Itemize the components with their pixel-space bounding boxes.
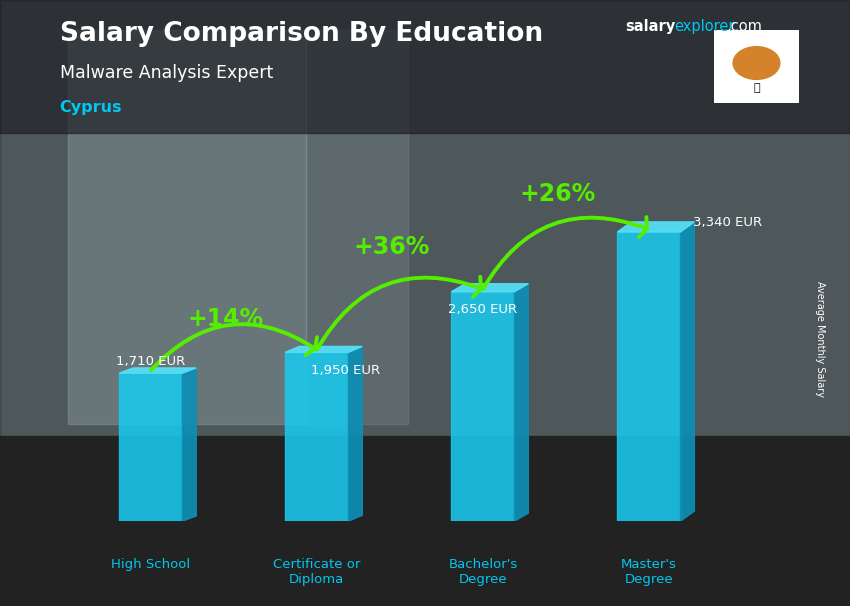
- Bar: [68, 30, 306, 424]
- Text: 1,950 EUR: 1,950 EUR: [310, 364, 380, 376]
- Text: salary: salary: [625, 19, 675, 35]
- Text: Average Monthly Salary: Average Monthly Salary: [815, 281, 825, 398]
- Text: High School: High School: [111, 558, 190, 570]
- Text: 1,710 EUR: 1,710 EUR: [116, 355, 185, 368]
- Text: +26%: +26%: [519, 182, 596, 206]
- Text: Bachelor's
Degree: Bachelor's Degree: [448, 558, 518, 585]
- Bar: [306, 30, 408, 424]
- Text: .com: .com: [727, 19, 762, 35]
- Bar: [617, 232, 681, 521]
- Text: Cyprus: Cyprus: [60, 100, 122, 115]
- Text: +14%: +14%: [188, 307, 264, 331]
- Bar: [286, 352, 348, 521]
- Polygon shape: [183, 368, 196, 521]
- Text: Salary Comparison By Education: Salary Comparison By Education: [60, 21, 542, 47]
- Text: 3,340 EUR: 3,340 EUR: [693, 216, 762, 230]
- Bar: [119, 373, 183, 521]
- Bar: [451, 291, 514, 521]
- Polygon shape: [681, 222, 694, 521]
- Text: Master's
Degree: Master's Degree: [621, 558, 677, 585]
- Bar: [0, 0, 850, 454]
- Polygon shape: [348, 347, 362, 521]
- Text: +36%: +36%: [354, 235, 430, 259]
- Text: 2,650 EUR: 2,650 EUR: [448, 303, 518, 316]
- Text: Malware Analysis Expert: Malware Analysis Expert: [60, 64, 273, 82]
- Polygon shape: [286, 347, 362, 352]
- Polygon shape: [451, 284, 529, 291]
- Bar: [0, 436, 850, 606]
- Text: explorer: explorer: [674, 19, 734, 35]
- Text: 🌿: 🌿: [753, 84, 760, 93]
- Text: Certificate or
Diploma: Certificate or Diploma: [273, 558, 360, 585]
- Polygon shape: [119, 368, 196, 373]
- Polygon shape: [514, 284, 529, 521]
- Bar: [0, 0, 850, 133]
- Ellipse shape: [733, 47, 779, 79]
- Polygon shape: [617, 222, 694, 232]
